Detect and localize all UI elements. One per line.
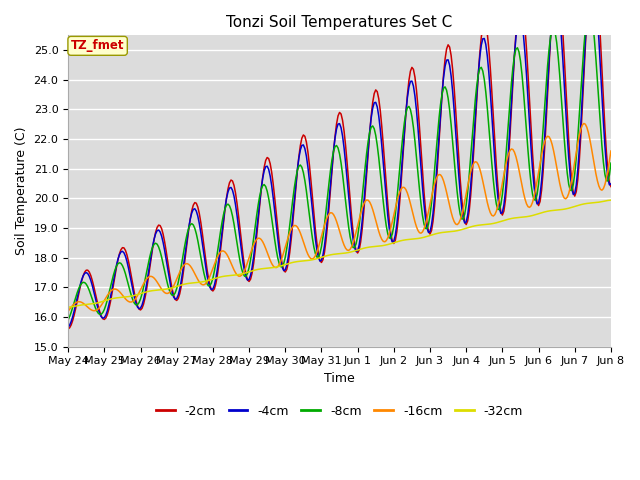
Y-axis label: Soil Temperature (C): Soil Temperature (C): [15, 127, 28, 255]
-32cm: [79, 302, 87, 308]
-16cm: [580, 120, 588, 126]
-32cm: [607, 197, 615, 203]
-2cm: [165, 268, 173, 274]
Line: -16cm: -16cm: [68, 123, 611, 311]
-32cm: [404, 237, 412, 242]
-8cm: [165, 287, 173, 293]
-8cm: [79, 279, 87, 285]
-32cm: [392, 240, 399, 245]
-16cm: [607, 148, 615, 154]
-4cm: [607, 181, 615, 187]
Line: -8cm: -8cm: [68, 9, 611, 320]
-2cm: [64, 326, 72, 332]
-2cm: [404, 92, 412, 98]
-8cm: [404, 105, 412, 110]
-8cm: [586, 6, 594, 12]
Title: Tonzi Soil Temperatures Set C: Tonzi Soil Temperatures Set C: [227, 15, 452, 30]
-16cm: [64, 308, 72, 314]
-32cm: [373, 243, 381, 249]
X-axis label: Time: Time: [324, 372, 355, 385]
Line: -4cm: -4cm: [68, 0, 611, 327]
-2cm: [373, 89, 381, 95]
-4cm: [79, 273, 87, 278]
-32cm: [541, 209, 548, 215]
-4cm: [165, 275, 173, 281]
-16cm: [404, 190, 412, 196]
-16cm: [165, 290, 173, 296]
-32cm: [165, 286, 173, 291]
-8cm: [373, 142, 381, 148]
-2cm: [79, 273, 87, 278]
-16cm: [541, 139, 548, 144]
-2cm: [607, 184, 615, 190]
-8cm: [64, 317, 72, 323]
-16cm: [373, 223, 381, 229]
-4cm: [541, 135, 548, 141]
-8cm: [541, 104, 548, 109]
Line: -32cm: -32cm: [68, 200, 611, 307]
-4cm: [404, 95, 412, 100]
-4cm: [373, 104, 381, 110]
-8cm: [392, 211, 399, 217]
-32cm: [64, 304, 72, 310]
-4cm: [64, 324, 72, 330]
Legend: -2cm, -4cm, -8cm, -16cm, -32cm: -2cm, -4cm, -8cm, -16cm, -32cm: [151, 400, 528, 423]
-4cm: [392, 232, 399, 238]
-2cm: [541, 146, 548, 152]
Text: TZ_fmet: TZ_fmet: [71, 39, 124, 52]
-2cm: [392, 238, 399, 243]
-16cm: [392, 205, 399, 211]
-8cm: [607, 160, 615, 166]
Line: -2cm: -2cm: [68, 0, 611, 329]
-16cm: [79, 300, 87, 306]
